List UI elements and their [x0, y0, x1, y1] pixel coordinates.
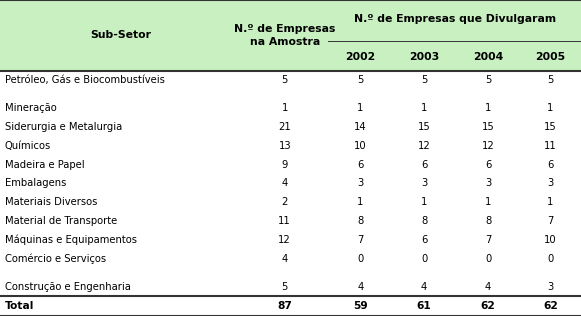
Text: 3: 3 [547, 178, 554, 188]
Text: 0: 0 [421, 254, 427, 264]
Text: 1: 1 [357, 103, 363, 113]
Text: 10: 10 [544, 235, 557, 245]
Text: 1: 1 [282, 103, 288, 113]
Text: Materiais Diversos: Materiais Diversos [5, 197, 97, 207]
Text: N.º de Empresas que Divulgaram: N.º de Empresas que Divulgaram [354, 14, 555, 24]
Text: 3: 3 [421, 178, 427, 188]
Text: 4: 4 [282, 254, 288, 264]
Text: 11: 11 [544, 141, 557, 151]
Text: 1: 1 [485, 103, 491, 113]
Text: 6: 6 [547, 160, 554, 169]
Text: 8: 8 [485, 216, 491, 226]
Text: 5: 5 [282, 282, 288, 292]
Text: 6: 6 [357, 160, 363, 169]
Text: 87: 87 [277, 301, 292, 311]
Text: 6: 6 [421, 235, 427, 245]
Text: 1: 1 [485, 197, 491, 207]
Text: 3: 3 [485, 178, 491, 188]
Text: 6: 6 [485, 160, 491, 169]
Text: N.º de Empresas
na Amostra: N.º de Empresas na Amostra [234, 24, 335, 46]
Text: 4: 4 [421, 282, 427, 292]
Text: 4: 4 [485, 282, 491, 292]
Text: 5: 5 [421, 75, 427, 85]
Text: 62: 62 [480, 301, 496, 311]
Text: Mineração: Mineração [5, 103, 56, 113]
Text: 15: 15 [418, 122, 431, 132]
Text: 0: 0 [357, 254, 363, 264]
Text: 15: 15 [544, 122, 557, 132]
Text: 14: 14 [354, 122, 367, 132]
Text: Petróleo, Gás e Biocombustíveis: Petróleo, Gás e Biocombustíveis [5, 75, 164, 85]
Text: 61: 61 [417, 301, 432, 311]
Text: Embalagens: Embalagens [5, 178, 66, 188]
Text: 5: 5 [282, 75, 288, 85]
Text: 12: 12 [278, 235, 291, 245]
Text: 2003: 2003 [409, 52, 439, 62]
Text: 2002: 2002 [345, 52, 375, 62]
Text: 12: 12 [482, 141, 494, 151]
Text: 1: 1 [357, 197, 363, 207]
Text: 1: 1 [547, 103, 554, 113]
Text: Material de Transporte: Material de Transporte [5, 216, 117, 226]
Text: Total: Total [5, 301, 34, 311]
Text: 4: 4 [357, 282, 363, 292]
Text: 8: 8 [357, 216, 363, 226]
Text: 7: 7 [547, 216, 554, 226]
Text: 2005: 2005 [536, 52, 565, 62]
Text: 3: 3 [357, 178, 363, 188]
Text: Siderurgia e Metalurgia: Siderurgia e Metalurgia [5, 122, 122, 132]
Text: 59: 59 [353, 301, 368, 311]
Text: 1: 1 [421, 103, 427, 113]
Text: 1: 1 [547, 197, 554, 207]
Text: 10: 10 [354, 141, 367, 151]
Text: Sub-Setor: Sub-Setor [90, 30, 151, 40]
Text: 13: 13 [278, 141, 291, 151]
Text: 1: 1 [421, 197, 427, 207]
Text: 4: 4 [282, 178, 288, 188]
Text: Construção e Engenharia: Construção e Engenharia [5, 282, 131, 292]
Text: 8: 8 [421, 216, 427, 226]
Text: 21: 21 [278, 122, 291, 132]
Text: Madeira e Papel: Madeira e Papel [5, 160, 84, 169]
Text: Comércio e Serviços: Comércio e Serviços [5, 253, 106, 264]
Text: Máquinas e Equipamentos: Máquinas e Equipamentos [5, 235, 137, 245]
Text: 6: 6 [421, 160, 427, 169]
Bar [0, 0, 581, 71]
Text: 0: 0 [485, 254, 491, 264]
Text: 11: 11 [278, 216, 291, 226]
Text: Químicos: Químicos [5, 141, 51, 151]
Text: 2004: 2004 [473, 52, 503, 62]
Text: 0: 0 [547, 254, 554, 264]
Text: 3: 3 [547, 282, 554, 292]
Text: 62: 62 [543, 301, 558, 311]
Text: 7: 7 [357, 235, 363, 245]
Text: 15: 15 [482, 122, 494, 132]
Text: 5: 5 [357, 75, 363, 85]
Text: 5: 5 [547, 75, 554, 85]
Text: 7: 7 [485, 235, 491, 245]
Text: 5: 5 [485, 75, 491, 85]
Text: 9: 9 [282, 160, 288, 169]
Text: 2: 2 [282, 197, 288, 207]
Text: 12: 12 [418, 141, 431, 151]
